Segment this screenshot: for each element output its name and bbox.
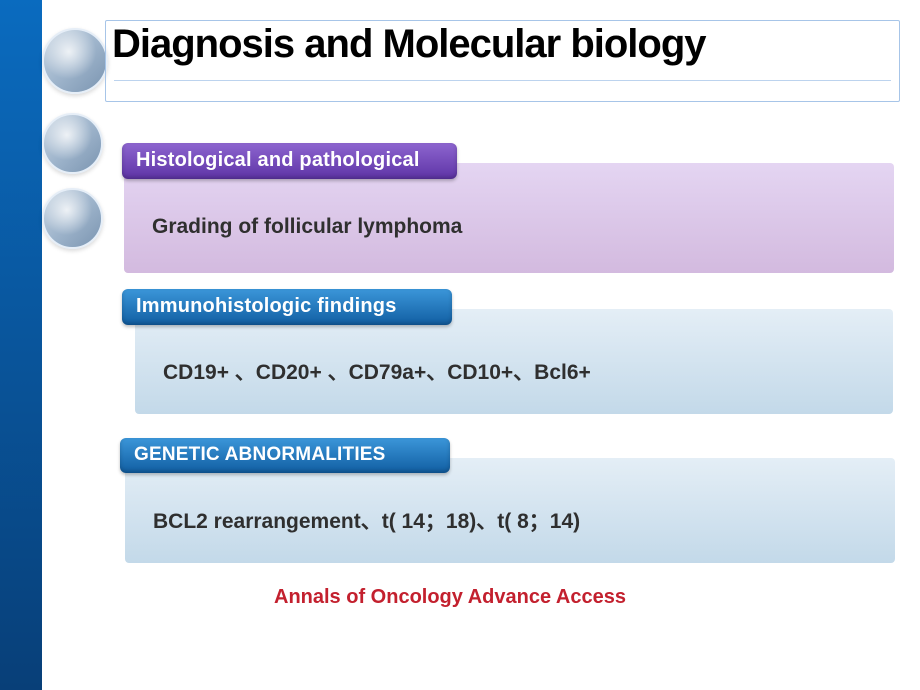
section-panel-text-0: Grading of follicular lymphoma (152, 197, 462, 239)
orb-inner-icon (44, 115, 101, 172)
orb-3 (42, 188, 103, 249)
left-strip (0, 0, 42, 690)
citation-text: Annals of Oncology Advance Access (274, 586, 626, 609)
orb-1 (42, 28, 108, 94)
title-underline (114, 80, 891, 81)
page-title: Diagnosis and Molecular biology (112, 22, 706, 67)
section-chip-2: GENETIC ABNORMALITIES (120, 438, 450, 473)
section-panel-text-2: BCL2 rearrangement、t( 14；18)、t( 8；14) (153, 487, 580, 535)
section-panel-2: BCL2 rearrangement、t( 14；18)、t( 8；14) (125, 458, 895, 563)
orb-2 (42, 113, 103, 174)
slide: Diagnosis and Molecular biology Histolog… (0, 0, 920, 690)
orb-inner-icon (44, 30, 106, 92)
section-panel-text-1: CD19+ 、CD20+ 、CD79a+、CD10+、Bcl6+ (163, 338, 591, 386)
section-panel-0: Grading of follicular lymphoma (124, 163, 894, 273)
orb-inner-icon (44, 190, 101, 247)
section-chip-0: Histological and pathological (122, 143, 457, 179)
section-chip-1: Immunohistologic findings (122, 289, 452, 325)
